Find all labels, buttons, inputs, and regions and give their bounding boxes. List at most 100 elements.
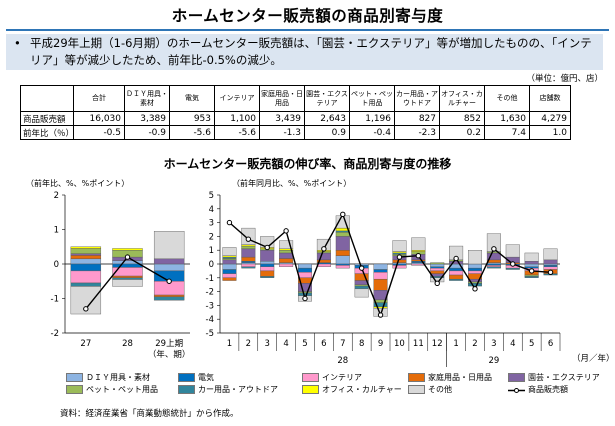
legend-item: ＤＩＹ用具・素材: [66, 372, 150, 383]
x-tick-label: 28: [122, 339, 133, 349]
bar-segment: [112, 275, 143, 278]
legend-item: 園芸・エクステリア: [508, 372, 600, 383]
table-cell: 7.4: [484, 125, 530, 140]
bar-segment: [297, 263, 312, 269]
bar-segment: [335, 232, 350, 237]
bar-segment: [260, 263, 275, 267]
bar-segment: [316, 252, 331, 261]
bar-segment: [543, 248, 558, 261]
table-header: オフィス・カルチャー: [439, 85, 485, 112]
table-header: 家庭用品・日用品: [259, 85, 305, 112]
x-tick-label: 2: [472, 339, 477, 349]
table-row: 前年比（％） -0.5 -0.9 -5.6 -5.6 -1.3 0.9 -0.4…: [20, 125, 571, 140]
x-tick-label: 1: [227, 339, 232, 349]
bar-segment: [70, 253, 102, 256]
bar-segment: [222, 256, 237, 259]
sales-line-point: [472, 286, 478, 292]
bar-segment: [486, 263, 501, 266]
x-tick-label: 27: [80, 339, 91, 349]
table-cell: -5.6: [169, 125, 215, 140]
legend-swatch: [302, 385, 319, 394]
bar-segment: [153, 263, 185, 272]
table-cell: 4,279: [529, 111, 571, 126]
bar-segment: [411, 249, 426, 252]
source-note: 資料：経済産業省「商業動態統計」から作成。: [60, 409, 239, 419]
bar-segment: [241, 263, 256, 267]
x-category-sublabel: （年、期）: [148, 349, 191, 360]
bar-segment: [153, 296, 185, 301]
bar-segment: [411, 259, 426, 262]
x-tick-label: 2: [246, 339, 251, 349]
bar-segment: [241, 266, 256, 269]
legend-label: オフィス・カルチャー: [322, 385, 402, 394]
bar-segment: [468, 267, 483, 272]
bar-segment: [354, 263, 369, 266]
bar-segment: [279, 258, 294, 263]
page-title: ホームセンター販売額の商品別寄与度: [171, 7, 444, 25]
bar-segment: [468, 270, 483, 274]
bar-segment: [524, 263, 539, 267]
table-header: 合計: [73, 85, 125, 112]
bar-segment: [335, 255, 350, 265]
bar-segment: [316, 251, 331, 254]
x-tick-label: 12: [432, 339, 443, 349]
y-tick-label: -5: [206, 329, 214, 339]
bar-segment: [449, 267, 464, 272]
table-header: [20, 85, 74, 112]
bar-segment: [468, 263, 483, 269]
annual-contribution-chart: （前年比、%、%ポイント） -2 -1 0 1 2 27 28 29上期（年、期）: [26, 178, 191, 360]
bar-segment: [373, 272, 388, 280]
y-axis-label: （前年比、%、%ポイント）: [26, 178, 129, 188]
y-axis-label: （前年同月比、%、%ポイント）: [232, 178, 351, 188]
bar-segment: [524, 266, 539, 269]
bar-segment: [153, 258, 185, 265]
bar-segment: [524, 261, 539, 265]
bar-segment: [70, 258, 102, 265]
unit-note: （単位：億円、店）: [526, 74, 603, 84]
x-tick-label: 4: [283, 339, 288, 349]
bar-segment: [468, 249, 483, 265]
bar-segment: [222, 247, 237, 256]
bar-segment: [543, 263, 558, 266]
bar-segment: [297, 291, 312, 294]
legend-swatch: [408, 385, 425, 394]
table-cell: 852: [439, 111, 485, 126]
table-cell: 0.2: [439, 125, 485, 140]
bar-segment: [260, 261, 275, 265]
sales-line-point: [434, 280, 440, 287]
bar-segment: [222, 273, 237, 279]
bar-segment: [392, 259, 407, 263]
bar-segment: [392, 262, 407, 265]
sales-line-point: [166, 278, 172, 284]
bar-segment: [279, 240, 294, 250]
bar-segment: [222, 269, 237, 274]
bar-segment: [112, 267, 143, 277]
bar-segment: [70, 248, 102, 254]
x-tick-label: 29上期: [155, 339, 183, 349]
table-header: インテリア: [214, 85, 260, 112]
x-tick-label: 3: [491, 339, 496, 349]
table-header: 電気: [169, 85, 215, 112]
legend-label: インテリア: [322, 373, 362, 382]
legend-item: 電気: [178, 372, 214, 383]
sales-line-point: [547, 269, 554, 275]
y-tick-label: 3: [209, 219, 214, 229]
bar-segment: [354, 284, 369, 287]
bar-segment: [241, 248, 256, 258]
bar-segment: [297, 267, 312, 273]
bar-segment: [505, 244, 520, 258]
bar-segment: [524, 274, 539, 277]
y-tick-label: 0: [209, 260, 214, 270]
bar-segment: [392, 252, 407, 255]
x-axis-unit-label: （月／年）: [572, 353, 610, 364]
legend-label: その他: [428, 385, 452, 394]
y-tick-label: 4: [209, 205, 214, 215]
sales-table: 合計 ＤＩＹ用具・素材 電気 インテリア 家庭用品・日用品 園芸・エクステリア …: [20, 85, 571, 140]
y-tick-label: 1: [209, 246, 214, 256]
legend-swatch: [302, 373, 319, 382]
y-tick-label: -1: [51, 295, 59, 305]
x-year-label: 29: [488, 356, 499, 366]
legend-item: ペット・ペット用品: [66, 384, 158, 395]
bar-segment: [70, 246, 102, 249]
